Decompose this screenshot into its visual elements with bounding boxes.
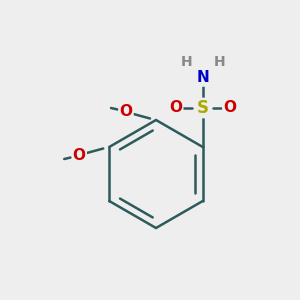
Text: O: O — [223, 100, 236, 116]
Text: O: O — [73, 148, 86, 164]
Text: O: O — [169, 100, 182, 116]
Text: H: H — [181, 55, 192, 68]
Text: S: S — [197, 99, 209, 117]
Text: H: H — [214, 55, 225, 68]
Text: N: N — [196, 70, 209, 86]
Text: O: O — [119, 103, 133, 118]
